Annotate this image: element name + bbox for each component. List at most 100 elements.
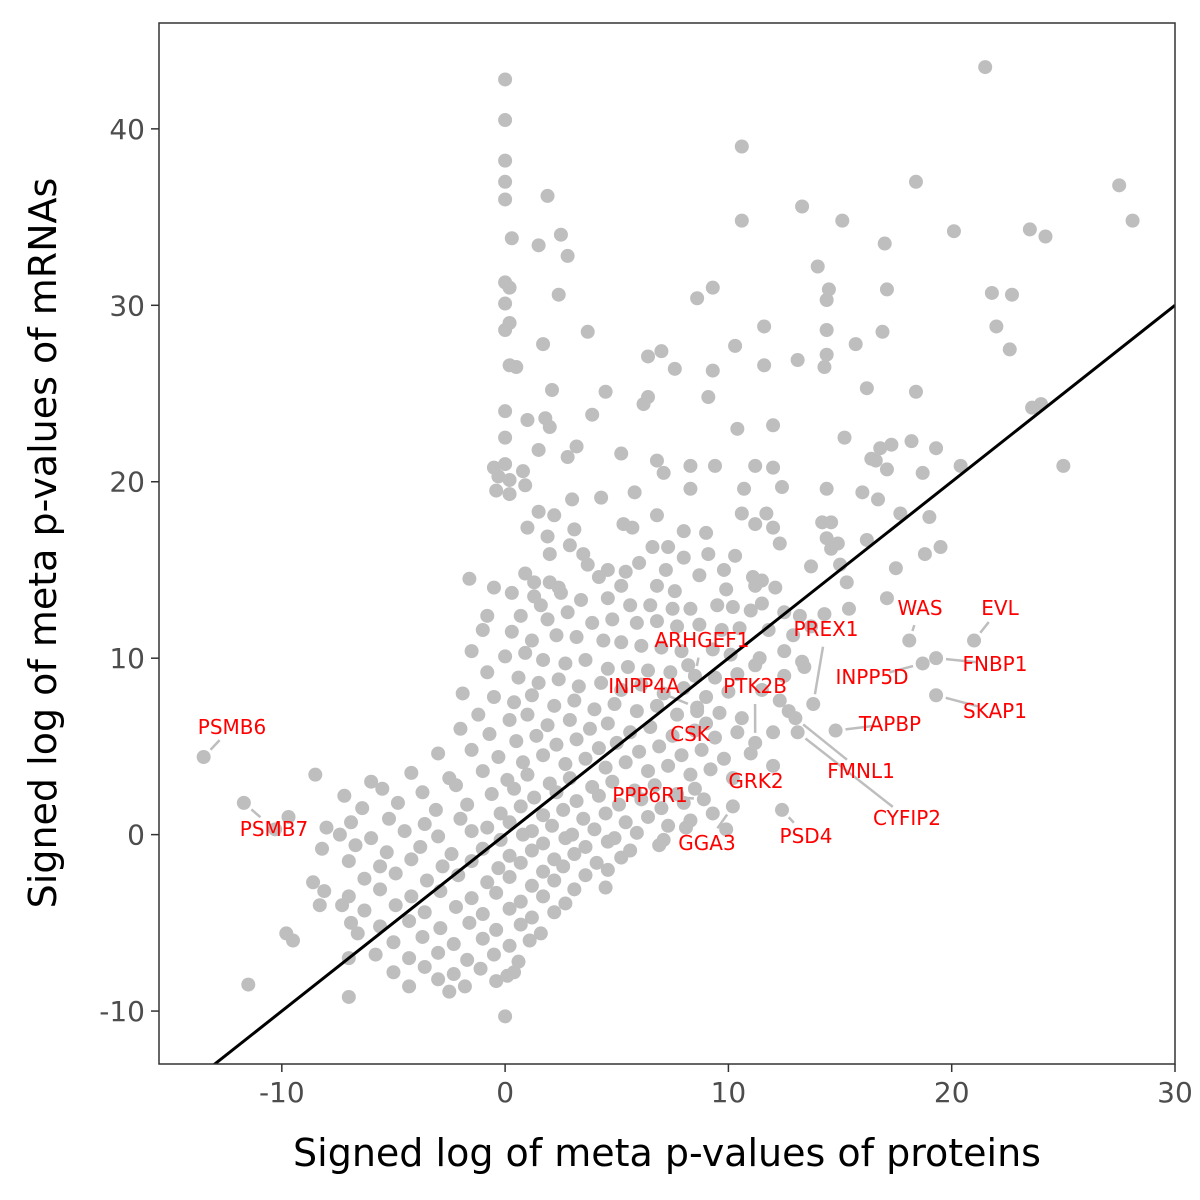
data-point <box>817 360 832 375</box>
data-point <box>451 868 466 883</box>
data-point <box>701 547 716 562</box>
data-point <box>524 633 539 648</box>
data-point <box>580 557 595 572</box>
data-point <box>618 815 633 830</box>
leader-line <box>804 737 894 808</box>
data-point <box>364 774 379 789</box>
data-point <box>542 547 557 562</box>
data-point <box>475 931 490 946</box>
data-point <box>795 199 810 214</box>
labeled-data-point <box>929 651 944 666</box>
data-point <box>683 601 698 616</box>
data-point <box>683 767 698 782</box>
data-point <box>649 508 664 523</box>
data-point <box>556 802 571 817</box>
data-point <box>536 836 551 851</box>
data-point <box>830 536 845 551</box>
leader-line <box>945 657 978 664</box>
gene-label: CYFIP2 <box>873 806 941 830</box>
data-point <box>565 492 580 507</box>
labeled-data-point <box>788 711 803 726</box>
data-point <box>690 291 705 306</box>
data-point <box>515 464 530 479</box>
data-point <box>632 555 647 570</box>
data-point <box>634 638 649 653</box>
data-point <box>600 834 615 849</box>
data-point <box>777 644 792 659</box>
data-point <box>308 767 323 782</box>
data-point <box>710 598 725 613</box>
data-point <box>533 926 548 941</box>
data-point <box>368 947 383 962</box>
data-point <box>549 737 564 752</box>
y-tick-label: -10 <box>99 995 145 1028</box>
data-point <box>306 875 321 890</box>
data-point <box>431 829 446 844</box>
leader-line <box>802 723 848 761</box>
data-point <box>618 755 633 770</box>
data-point <box>772 693 787 708</box>
data-point <box>922 510 937 525</box>
gene-labels: PSMB6 PSMB7 EVL WAS FNBP1 INPP5D SKAP1 TAPBP PRE… <box>198 596 1028 855</box>
data-point <box>357 903 372 918</box>
data-point <box>569 794 584 809</box>
data-point <box>480 875 495 890</box>
data-point <box>464 824 479 839</box>
data-point <box>908 174 923 189</box>
data-point <box>676 524 691 539</box>
data-point <box>312 898 327 913</box>
data-point <box>560 248 575 263</box>
data-point <box>498 457 513 472</box>
data-point <box>513 917 528 932</box>
data-point <box>587 822 602 837</box>
data-point <box>821 282 836 297</box>
gene-label: PTK2B <box>723 674 787 698</box>
data-point <box>766 460 781 475</box>
data-point <box>681 658 696 673</box>
data-point <box>504 624 519 639</box>
data-point <box>893 506 908 521</box>
data-point <box>513 855 528 870</box>
data-point <box>547 873 562 888</box>
data-point <box>527 575 542 590</box>
data-point <box>446 967 461 982</box>
gene-label: PSD4 <box>780 824 833 848</box>
data-point <box>683 458 698 473</box>
data-point <box>614 446 629 461</box>
data-point <box>600 661 615 676</box>
data-point <box>533 598 548 613</box>
x-tick-label: -10 <box>259 1076 305 1109</box>
data-point <box>774 480 789 495</box>
data-point <box>562 538 577 553</box>
data-point <box>953 458 968 473</box>
data-point <box>598 760 613 775</box>
label-leader-lines <box>209 621 990 830</box>
y-axis-title: Signed log of meta p-values of mRNAs <box>21 178 65 909</box>
data-point <box>716 751 731 766</box>
leader-line <box>945 696 978 708</box>
data-point <box>817 607 832 622</box>
data-point <box>708 458 723 473</box>
x-tick-label: 0 <box>496 1076 514 1109</box>
data-point <box>524 843 539 858</box>
data-point <box>491 469 506 484</box>
data-point <box>879 591 894 606</box>
data-point <box>453 721 468 736</box>
data-point <box>457 979 472 994</box>
labeled-data-point <box>725 799 740 814</box>
data-point <box>766 520 781 535</box>
data-point <box>558 656 573 671</box>
data-point <box>402 914 417 929</box>
data-point <box>489 974 504 989</box>
data-point <box>480 665 495 680</box>
data-point <box>757 358 772 373</box>
y-axis: -10 0 10 20 30 40 <box>99 113 159 1028</box>
data-point <box>871 492 886 507</box>
data-point <box>558 831 573 846</box>
data-point <box>804 619 819 634</box>
leader-line <box>845 724 873 731</box>
data-point <box>453 811 468 826</box>
data-point <box>498 72 513 87</box>
data-point <box>417 905 432 920</box>
data-point <box>730 421 745 436</box>
